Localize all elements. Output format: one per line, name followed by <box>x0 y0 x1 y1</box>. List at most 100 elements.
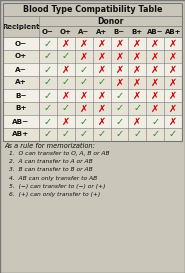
Text: 2.  A can transfer to A or AB: 2. A can transfer to A or AB <box>9 159 93 164</box>
Bar <box>3 115 182 128</box>
Text: ✗: ✗ <box>169 64 177 75</box>
Text: AB−: AB− <box>12 118 30 124</box>
Text: 3.  B can transfer to B or AB: 3. B can transfer to B or AB <box>9 167 93 173</box>
Text: ✓: ✓ <box>151 117 159 126</box>
Text: B+: B+ <box>132 28 143 34</box>
Bar <box>3 50 182 63</box>
Text: ✗: ✗ <box>115 52 124 61</box>
Bar <box>3 76 182 89</box>
Bar <box>3 3 182 141</box>
Bar <box>3 16 182 26</box>
Text: ✗: ✗ <box>133 38 141 49</box>
Text: ✗: ✗ <box>151 52 159 61</box>
Text: ✗: ✗ <box>133 52 141 61</box>
Text: ✓: ✓ <box>44 117 52 126</box>
Text: Donor: Donor <box>97 16 124 25</box>
Text: ✓: ✓ <box>151 129 159 140</box>
Text: ✓: ✓ <box>80 78 88 88</box>
Bar <box>3 102 182 115</box>
Text: ✓: ✓ <box>62 78 70 88</box>
Text: O+: O+ <box>60 28 72 34</box>
Text: ✓: ✓ <box>44 38 52 49</box>
Text: As a rule for memorization:: As a rule for memorization: <box>4 143 95 149</box>
Text: A−: A− <box>15 67 27 73</box>
Text: ✓: ✓ <box>133 129 141 140</box>
Bar <box>3 63 182 76</box>
Text: ✗: ✗ <box>151 91 159 100</box>
Text: 4.  AB can only transfer to AB: 4. AB can only transfer to AB <box>9 176 97 181</box>
Text: Blood Type Compatibility Table: Blood Type Compatibility Table <box>23 5 162 14</box>
Text: ✓: ✓ <box>80 129 88 140</box>
Text: ✗: ✗ <box>151 103 159 114</box>
Text: ✗: ✗ <box>80 52 88 61</box>
Text: ✗: ✗ <box>169 38 177 49</box>
Text: ✓: ✓ <box>44 129 52 140</box>
Text: ✓: ✓ <box>97 129 106 140</box>
Text: ✗: ✗ <box>115 38 124 49</box>
Text: B−: B− <box>114 28 125 34</box>
Text: A+: A+ <box>96 28 107 34</box>
Text: ✗: ✗ <box>169 103 177 114</box>
Text: ✓: ✓ <box>62 129 70 140</box>
Text: ✓: ✓ <box>169 129 177 140</box>
Text: ✓: ✓ <box>62 52 70 61</box>
Text: AB−: AB− <box>147 28 163 34</box>
Text: 6.  (+) can only transfer to (+): 6. (+) can only transfer to (+) <box>9 192 100 197</box>
Text: O−: O− <box>42 28 54 34</box>
Text: B−: B− <box>15 93 27 99</box>
Text: A+: A+ <box>15 79 27 85</box>
Text: Recipient: Recipient <box>2 23 40 29</box>
Text: ✗: ✗ <box>151 38 159 49</box>
Text: ✗: ✗ <box>169 52 177 61</box>
Text: ✗: ✗ <box>133 91 141 100</box>
Text: ✗: ✗ <box>97 117 106 126</box>
Text: ✓: ✓ <box>44 64 52 75</box>
Text: AB+: AB+ <box>12 132 30 138</box>
Text: ✗: ✗ <box>115 64 124 75</box>
Text: ✓: ✓ <box>115 117 124 126</box>
Text: AB+: AB+ <box>165 28 181 34</box>
Text: ✗: ✗ <box>62 91 70 100</box>
Text: ✗: ✗ <box>97 64 106 75</box>
Text: ✓: ✓ <box>44 52 52 61</box>
Text: ✓: ✓ <box>97 78 106 88</box>
Text: ✗: ✗ <box>80 38 88 49</box>
Text: ✗: ✗ <box>62 64 70 75</box>
Bar <box>3 128 182 141</box>
Text: A−: A− <box>78 28 89 34</box>
Text: ✗: ✗ <box>151 78 159 88</box>
Text: 1.  O can transfer to O, A, B or AB: 1. O can transfer to O, A, B or AB <box>9 151 110 156</box>
Text: ✓: ✓ <box>115 103 124 114</box>
Text: ✓: ✓ <box>44 91 52 100</box>
Text: ✗: ✗ <box>62 38 70 49</box>
Text: ✗: ✗ <box>115 78 124 88</box>
Text: ✓: ✓ <box>44 78 52 88</box>
Text: ✗: ✗ <box>133 78 141 88</box>
Text: ✗: ✗ <box>80 103 88 114</box>
Text: ✓: ✓ <box>80 117 88 126</box>
Text: ✗: ✗ <box>97 52 106 61</box>
Text: ✓: ✓ <box>115 129 124 140</box>
Text: ✓: ✓ <box>44 103 52 114</box>
Bar <box>3 3 182 16</box>
Text: ✗: ✗ <box>97 91 106 100</box>
Text: ✗: ✗ <box>169 78 177 88</box>
Text: ✓: ✓ <box>133 103 141 114</box>
Bar <box>3 89 182 102</box>
Text: B+: B+ <box>15 105 27 111</box>
Text: ✗: ✗ <box>97 38 106 49</box>
Text: ✓: ✓ <box>115 91 124 100</box>
Text: O−: O− <box>15 40 27 46</box>
Text: 5.  (−) can transfer to (−) or (+): 5. (−) can transfer to (−) or (+) <box>9 184 105 189</box>
Text: ✗: ✗ <box>133 117 141 126</box>
Text: ✗: ✗ <box>169 91 177 100</box>
Text: ✓: ✓ <box>80 64 88 75</box>
Bar <box>3 37 182 50</box>
Text: ✗: ✗ <box>97 103 106 114</box>
Text: ✓: ✓ <box>62 103 70 114</box>
Text: O+: O+ <box>15 54 27 60</box>
Text: ✗: ✗ <box>62 117 70 126</box>
Text: ✗: ✗ <box>151 64 159 75</box>
Text: ✗: ✗ <box>169 117 177 126</box>
Bar <box>3 26 182 37</box>
